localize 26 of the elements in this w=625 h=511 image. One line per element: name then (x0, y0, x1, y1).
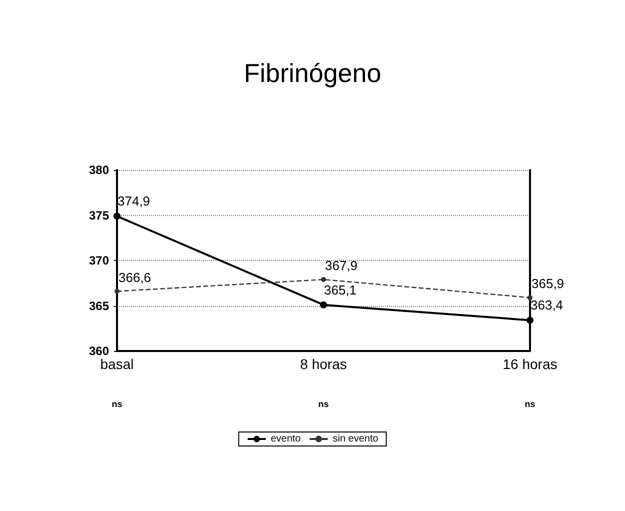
x-tick-label: basal (100, 356, 134, 372)
point (114, 212, 120, 220)
point (114, 288, 120, 294)
chart-title: Fibrinógeno (244, 58, 382, 88)
x-tick-label: 16 horas (502, 356, 558, 372)
point (528, 295, 532, 300)
data-label: 365,9 (532, 276, 564, 292)
y-tick-label: 380 (88, 163, 110, 177)
y-tick-label: 370 (88, 254, 110, 268)
y-tick-label: 365 (88, 298, 110, 313)
x-tick-label: 8 horas (300, 356, 347, 372)
text: ns (524, 399, 536, 409)
point (321, 277, 326, 282)
data-label: 367,9 (325, 258, 358, 274)
data-label: 363,4 (530, 298, 564, 313)
point (526, 316, 534, 324)
data-label: 374,9 (118, 194, 150, 209)
y-tick-label: 375 (88, 208, 110, 222)
text: ns (112, 399, 122, 409)
data-label: 366,6 (118, 270, 152, 285)
data-label: 365,1 (324, 282, 357, 298)
legend-label: evento (270, 434, 302, 444)
legend-label: sin evento (332, 434, 379, 444)
point (320, 301, 327, 308)
y-tick-label: 360 (88, 344, 110, 358)
text: ns (318, 399, 329, 409)
